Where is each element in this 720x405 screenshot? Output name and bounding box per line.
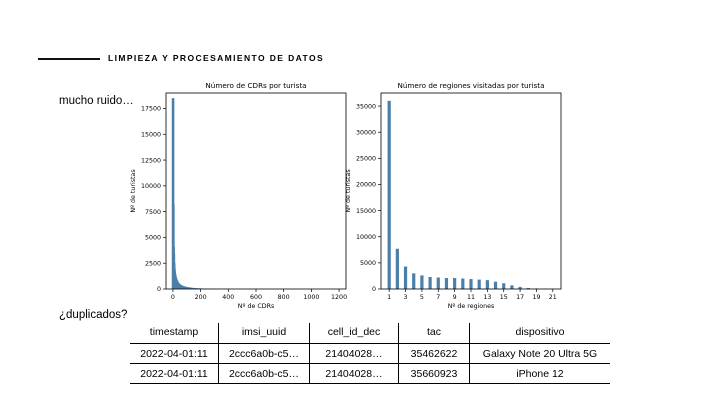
chart0-bar — [181, 285, 184, 289]
section-title: LIMPIEZA Y PROCESAMIENTO DE DATOS — [108, 53, 325, 63]
chart0-bar — [182, 286, 186, 289]
chart0-x-tick-label: 1000 — [303, 294, 319, 301]
chart0-y-tick-label: 15000 — [141, 131, 161, 138]
chart0-x-axis-label: Nº de CDRs — [238, 303, 274, 310]
table-cell-cell-id-dec: 21404028… — [309, 363, 399, 384]
chart0-title: Número de CDRs por turista — [205, 81, 306, 90]
table-cell-tac: 35462622 — [398, 343, 470, 364]
column-header-imsi-uuid: imsi_uuid — [218, 323, 310, 344]
table-cell-dispositivo: Galaxy Note 20 Ultra 5G — [469, 343, 610, 364]
chart0-plot-frame — [165, 92, 347, 290]
chart0-bar — [171, 98, 175, 289]
column-header-dispositivo: dispositivo — [469, 323, 610, 344]
column-header-cell-id-dec: cell_id_dec — [309, 323, 399, 344]
chart0-x-tick-label: 200 — [195, 294, 207, 301]
table-cell-imsi-uuid: 2ccc6a0b-c5… — [218, 343, 310, 364]
chart0-y-tick-label: 10000 — [141, 183, 161, 190]
chart0-bar — [179, 285, 183, 289]
duplicates-note: ¿duplicados? — [59, 309, 128, 321]
table-cell-timestamp: 2022-04-01:11 — [130, 343, 219, 364]
chart0-y-tick-label: 5000 — [145, 235, 161, 242]
table-row: 2022-04-01:11 2ccc6a0b-c5… 21404028… 356… — [130, 363, 610, 384]
chart0-x-tick-label: 0 — [171, 294, 175, 301]
table-cell-dispositivo: iPhone 12 — [469, 363, 610, 384]
duplicates-table: timestamp imsi_uuid cell_id_dec tac disp… — [130, 323, 610, 384]
chart0-bar — [187, 287, 191, 289]
chart0-bar — [189, 287, 193, 289]
table-cell-timestamp: 2022-04-01:11 — [130, 363, 219, 384]
chart0-bar — [184, 286, 187, 289]
chart0-y-tick-label: 7500 — [145, 209, 161, 216]
table-cell-cell-id-dec: 21404028… — [309, 343, 399, 364]
chart0-y-tick-label: 12500 — [141, 157, 161, 164]
chart0-x-tick-label: 600 — [250, 294, 262, 301]
chart0-bar — [195, 288, 198, 289]
column-header-timestamp: timestamp — [130, 323, 219, 344]
chart0-y-tick-label: 2500 — [145, 260, 161, 267]
chart0-y-tick-label: 0 — [157, 286, 161, 293]
noise-note: mucho ruido… — [59, 95, 134, 107]
chart0-bar — [192, 287, 195, 289]
table-header-row: timestamp imsi_uuid cell_id_dec tac disp… — [130, 323, 610, 344]
chart0-y-tick-label: 17500 — [141, 106, 161, 113]
chart0-y-axis-label: Nº de turistas — [130, 169, 137, 212]
column-header-tac: tac — [398, 323, 470, 344]
section-rule — [38, 58, 100, 60]
chart0-bar — [185, 286, 189, 289]
table-cell-tac: 35660923 — [398, 363, 470, 384]
table-cell-imsi-uuid: 2ccc6a0b-c5… — [218, 363, 310, 384]
chart0-x-tick-label: 1200 — [331, 294, 347, 301]
chart0-x-tick-label: 400 — [222, 294, 234, 301]
chart0-x-tick-label: 800 — [278, 294, 290, 301]
table-row: 2022-04-01:11 2ccc6a0b-c5… 21404028… 354… — [130, 343, 610, 364]
